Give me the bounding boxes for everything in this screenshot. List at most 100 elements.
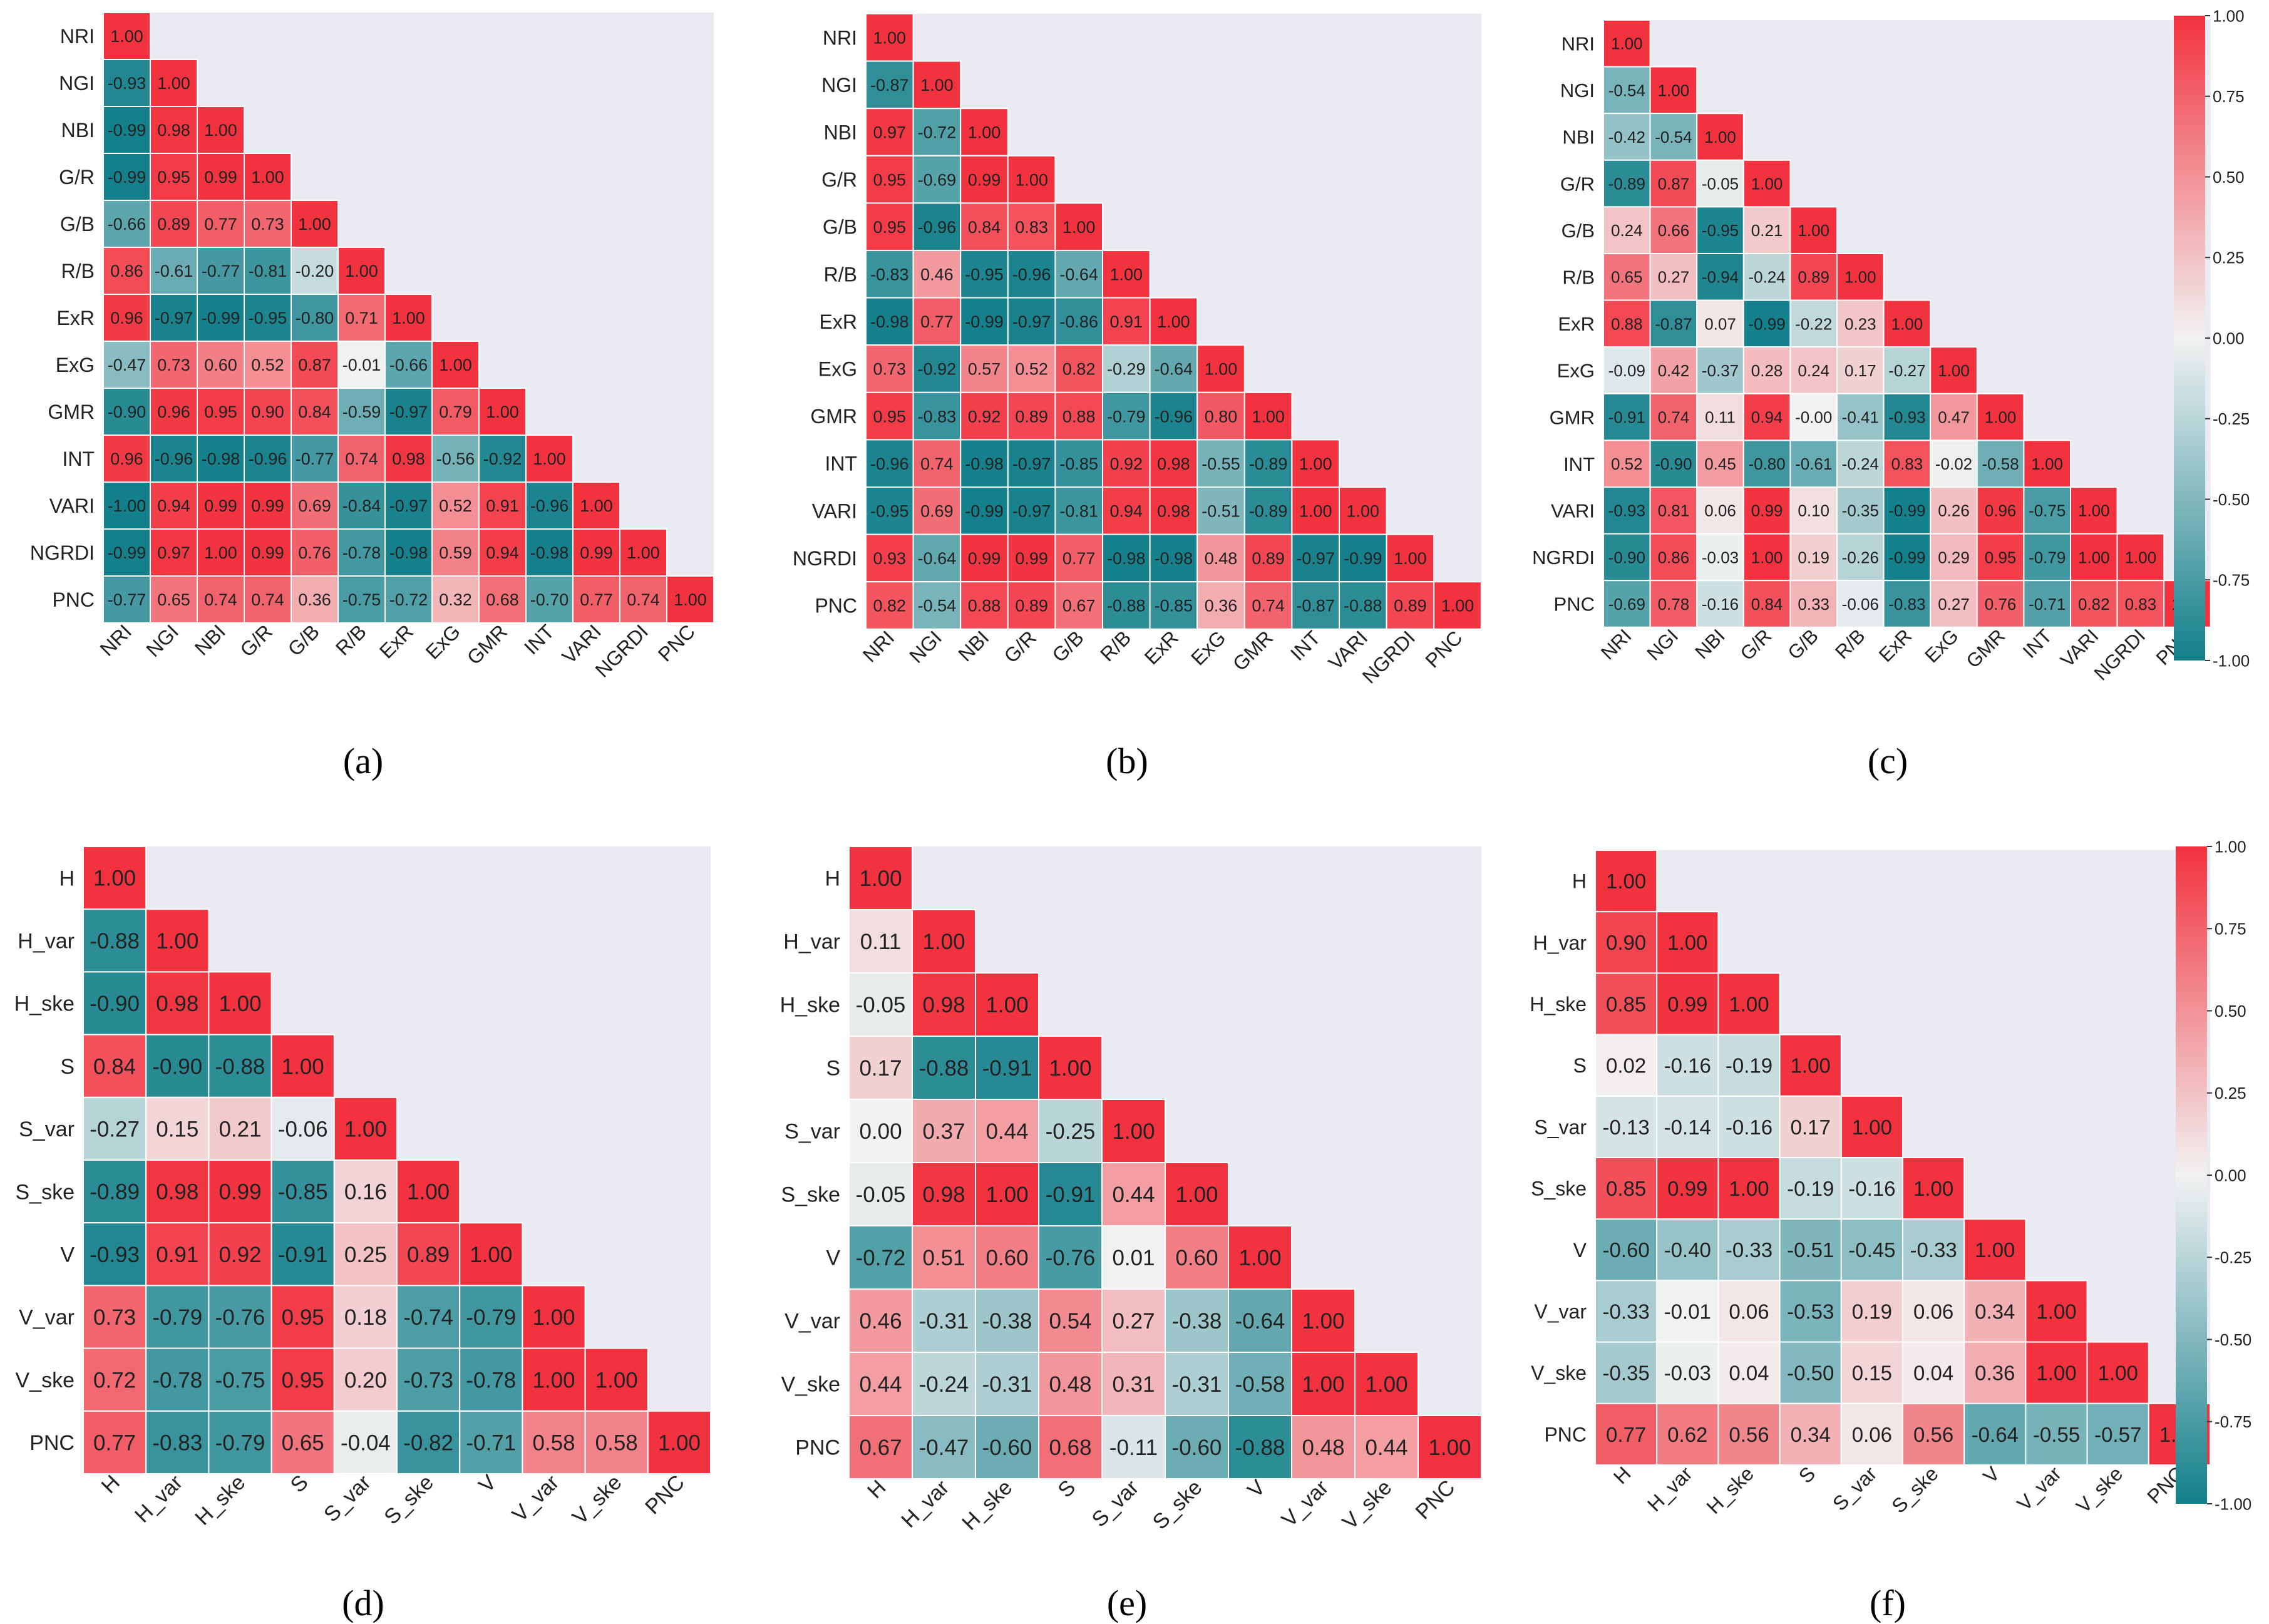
row-label: PNC xyxy=(1544,1423,1587,1446)
cell-value-label: 0.99 xyxy=(1015,549,1048,568)
cell-value-label: 0.36 xyxy=(1205,597,1238,615)
heatmap-cell xyxy=(150,434,198,483)
heatmap-cell xyxy=(83,1096,147,1161)
cell-value-label: -0.24 xyxy=(919,1372,969,1397)
cell-value-label: 1.00 xyxy=(1347,502,1380,521)
cell-value-label: 0.72 xyxy=(93,1368,136,1392)
cell-value-label: 1.00 xyxy=(920,76,954,95)
heatmap-cell xyxy=(1165,1415,1229,1479)
heatmap-cell xyxy=(1595,1157,1658,1220)
cell-value-label: -0.78 xyxy=(466,1368,516,1392)
row-label: R/B xyxy=(824,263,857,285)
row-label: S xyxy=(1573,1054,1587,1077)
cell-value-label: 0.96 xyxy=(157,403,190,421)
cell-value-label: 0.74 xyxy=(251,590,284,609)
row-label: S_ske xyxy=(16,1180,75,1204)
cell-value-label: -0.76 xyxy=(1046,1246,1096,1270)
cell-value-label: -0.51 xyxy=(1787,1238,1834,1262)
heatmap-cell xyxy=(478,481,527,530)
heatmap-cell xyxy=(1717,1095,1781,1159)
heatmap-cell xyxy=(848,909,913,974)
heatmap-cell xyxy=(1603,299,1651,348)
cell-value-label: 0.98 xyxy=(156,1180,198,1205)
heatmap-cell xyxy=(1339,533,1387,583)
cell-value-label: -0.25 xyxy=(1046,1119,1096,1144)
cell-value-label: 1.00 xyxy=(1985,408,2017,426)
heatmap-cell xyxy=(1603,393,1651,441)
cell-value-label: 0.88 xyxy=(1062,407,1096,426)
heatmap-cell xyxy=(1717,1402,1781,1466)
cell-value-label: 0.77 xyxy=(1062,549,1096,568)
heatmap-e: 1.00 0.11 1.00 -0.05 0.98 1.00 0.17 -0.88 -0.91 1… xyxy=(780,846,1482,1623)
cell-value-label: 1.00 xyxy=(595,1368,638,1392)
cell-value-label: -0.96 xyxy=(1155,407,1193,426)
cell-value-label: 0.77 xyxy=(580,590,613,609)
row-label: H xyxy=(59,866,75,890)
heatmap-cell xyxy=(270,1347,335,1412)
heatmap-cell xyxy=(1696,113,1744,161)
row-label: NBI xyxy=(824,121,857,144)
row-label: V xyxy=(826,1246,840,1270)
cell-value-label: -0.01 xyxy=(1664,1300,1711,1323)
heatmap-cell xyxy=(197,575,245,624)
heatmap-cell xyxy=(103,59,151,107)
cell-value-label: 1.00 xyxy=(486,403,519,421)
heatmap-cell xyxy=(1696,299,1744,348)
column-label: PNC xyxy=(641,1471,689,1519)
cell-value-label: -0.35 xyxy=(1602,1362,1649,1385)
row-label: VARI xyxy=(1551,500,1595,522)
heatmap-cell xyxy=(197,341,245,389)
heatmap-cell xyxy=(197,200,245,248)
cell-value-label: 0.65 xyxy=(1611,268,1643,287)
heatmap-cell xyxy=(2025,1341,2088,1404)
cell-value-label: 0.17 xyxy=(1845,361,1876,380)
cell-value-label: -0.38 xyxy=(1172,1309,1222,1334)
heatmap-cell xyxy=(1742,580,1791,628)
column-label: R/B xyxy=(1096,626,1135,666)
cell-value-label: 1.00 xyxy=(251,168,284,187)
heatmap-cell xyxy=(1840,1402,1904,1466)
heatmap-cell xyxy=(1007,155,1056,204)
cell-value-label: 0.76 xyxy=(298,543,331,562)
cell-value-label: 0.95 xyxy=(157,168,190,187)
cell-value-label: 0.73 xyxy=(157,356,190,374)
cell-value-label: -0.72 xyxy=(918,123,957,142)
heatmap-cell xyxy=(150,575,198,624)
heatmap-c: 1.00 -0.54 1.00 -0.42 -0.54 1.00 -0.89 0.87 -0.0… xyxy=(1532,19,2211,781)
colorbar-tick-label: -0.25 xyxy=(2213,409,2250,428)
heatmap-cell xyxy=(1649,206,1698,254)
cell-value-label: -0.99 xyxy=(1888,548,1925,567)
row-label: V_var xyxy=(1534,1300,1587,1323)
heatmap-cell xyxy=(1038,1036,1103,1100)
cell-value-label: 1.00 xyxy=(1913,1177,1953,1200)
cell-value-label: 0.84 xyxy=(1751,595,1783,614)
cell-value-label: -0.96 xyxy=(155,450,193,468)
row-label: G/B xyxy=(823,216,857,239)
cell-value-label: -0.04 xyxy=(341,1431,391,1456)
column-label: H xyxy=(1609,1462,1635,1488)
heatmap-cell xyxy=(208,1034,272,1098)
row-label: NBI xyxy=(1562,126,1595,148)
heatmap-cell xyxy=(1243,439,1293,488)
heatmap-cell xyxy=(865,581,914,630)
cell-value-label: 0.99 xyxy=(1667,1177,1707,1200)
colorbar-tick-label: -0.50 xyxy=(2215,1330,2251,1349)
heatmap-cell xyxy=(150,59,198,107)
heatmap-cell xyxy=(1779,1034,1842,1097)
cell-value-label: 1.00 xyxy=(1238,1246,1281,1270)
heatmap-cell xyxy=(150,388,198,436)
heatmap-cell xyxy=(1649,486,1698,535)
heatmap-cell xyxy=(1789,533,1838,582)
heatmap-cell xyxy=(1696,393,1744,441)
cell-value-label: -0.79 xyxy=(1107,407,1146,426)
cell-value-label: 1.00 xyxy=(627,543,660,562)
heatmap-cell xyxy=(2023,486,2071,535)
cell-value-label: -0.96 xyxy=(249,450,287,468)
cell-value-label: -0.33 xyxy=(1726,1238,1772,1262)
cell-value-label: -0.71 xyxy=(2029,595,2066,614)
heatmap-cell xyxy=(244,434,292,483)
row-label: V_var xyxy=(19,1306,75,1330)
column-label: G/B xyxy=(1047,626,1088,666)
cell-value-label: 0.77 xyxy=(1606,1423,1646,1446)
heatmap-cell xyxy=(865,13,914,62)
